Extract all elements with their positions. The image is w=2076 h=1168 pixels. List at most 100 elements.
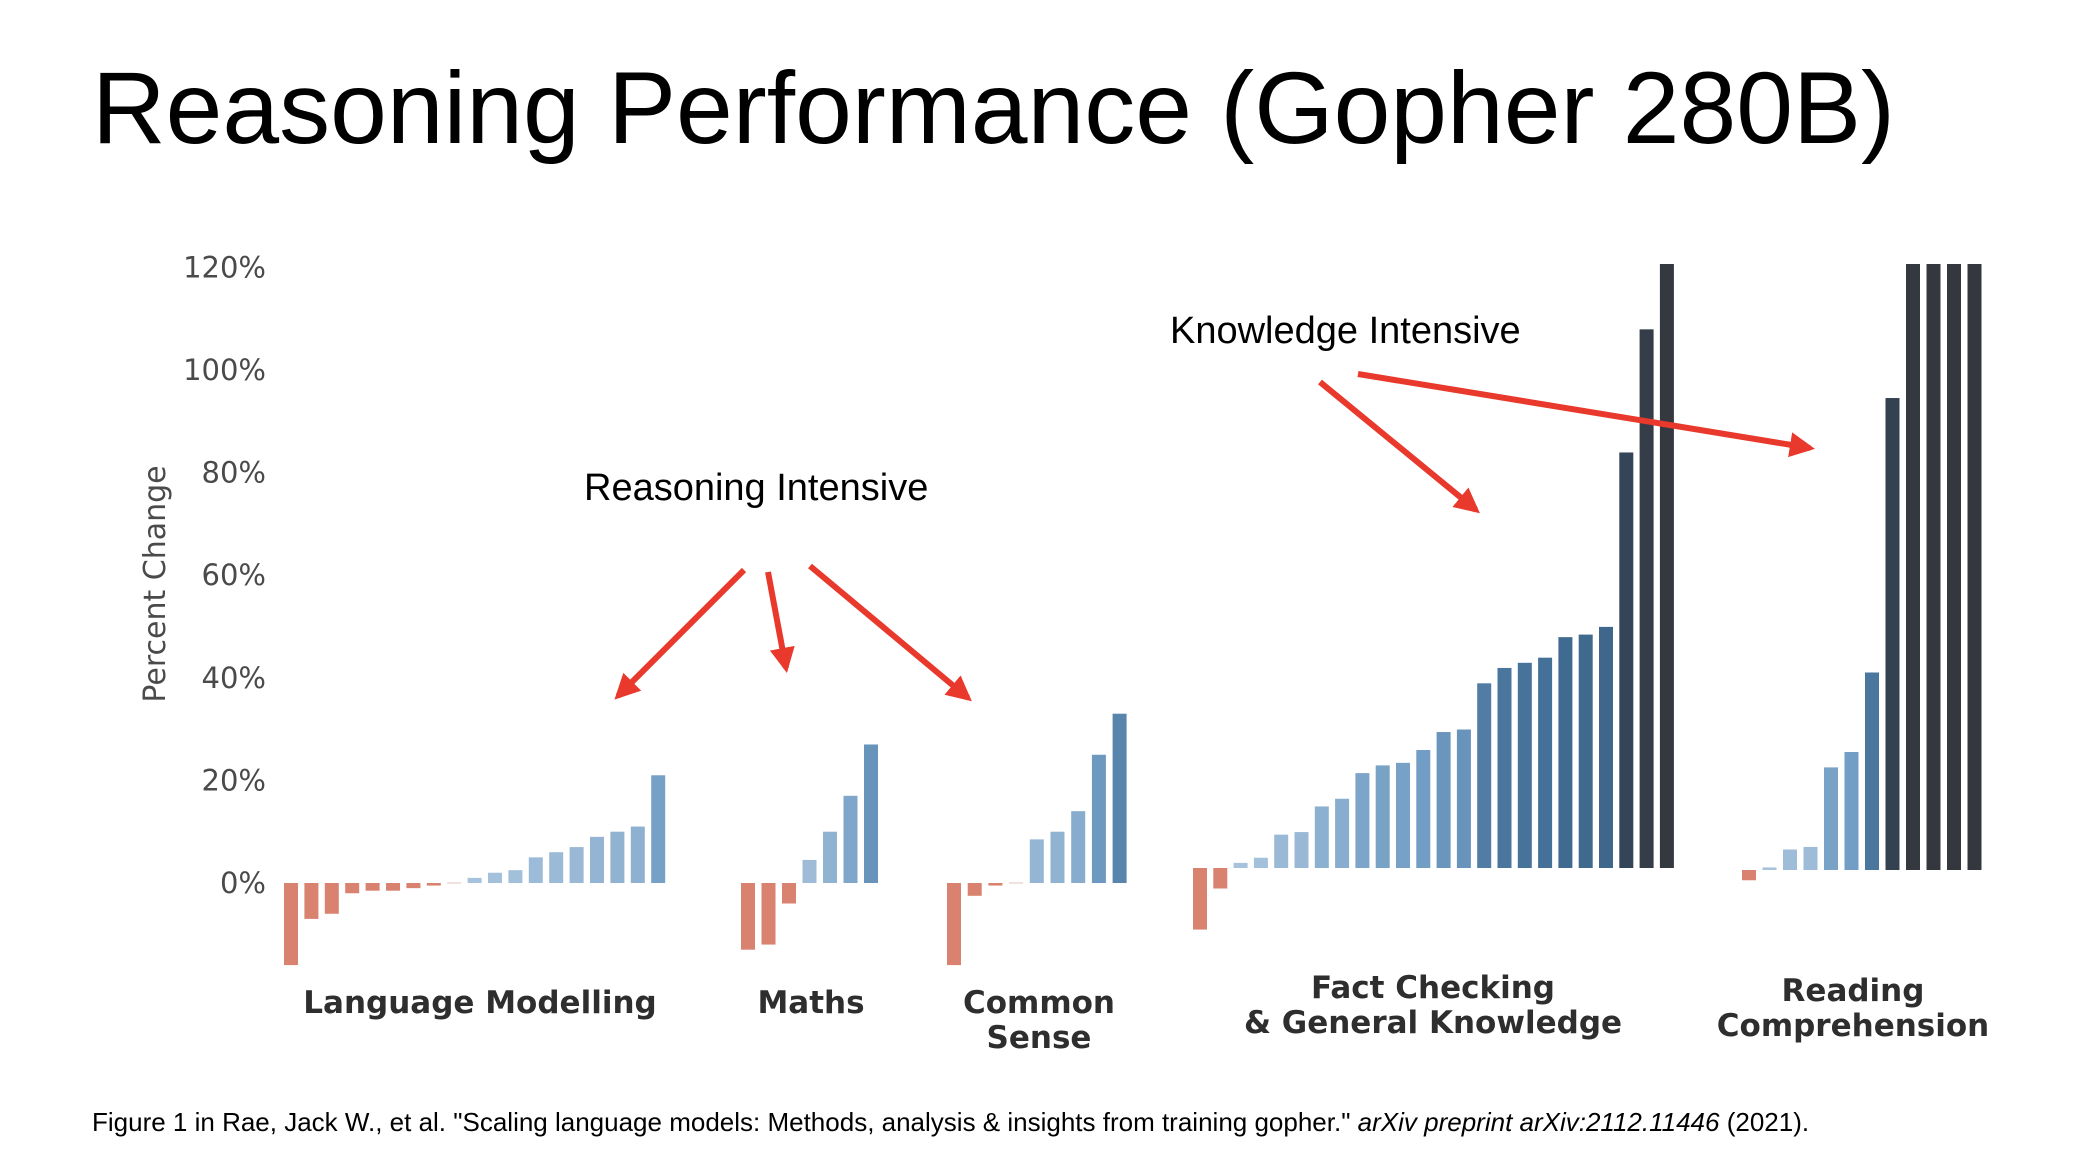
bar (1578, 634, 1593, 868)
arrow-to-common-sense (808, 563, 972, 702)
bar (843, 795, 858, 883)
bar (508, 870, 523, 883)
bar (1355, 773, 1370, 868)
bar (1091, 754, 1106, 883)
group-label: Comprehension (1717, 1008, 1989, 1044)
arrow-to-maths (765, 571, 795, 673)
arrow-to-reading-comprehension (1357, 371, 1815, 458)
arrow-to-language-modelling (614, 567, 747, 700)
bar (1538, 657, 1553, 868)
bar (304, 883, 319, 919)
bar (1783, 849, 1797, 870)
bar-group (1742, 264, 1982, 881)
bar (1314, 806, 1329, 868)
figure-caption: Figure 1 in Rae, Jack W., et al. "Scalin… (92, 1107, 1809, 1138)
bar (1742, 870, 1756, 881)
bar (1885, 398, 1900, 870)
y-tick-label: 0% (220, 866, 266, 900)
arrow-to-fact-checking (1318, 379, 1480, 514)
bar-groups (284, 264, 1982, 966)
y-tick-label: 100% (183, 353, 266, 387)
group-label: Sense (987, 1020, 1092, 1056)
y-tick-label: 60% (202, 558, 266, 592)
group-label: Reading (1782, 973, 1925, 1009)
bar (1824, 767, 1838, 870)
bar (1599, 626, 1613, 868)
bar (1274, 834, 1289, 868)
bar (590, 836, 604, 883)
bar (528, 857, 543, 883)
bar (1294, 832, 1309, 868)
bar (761, 883, 776, 945)
bar-group (741, 744, 878, 950)
reasoning-arrows (614, 563, 972, 702)
bar (284, 883, 298, 966)
bar (1029, 839, 1044, 883)
bar (1477, 683, 1492, 868)
caption-suffix: (2021). (1719, 1107, 1810, 1137)
bar (1906, 264, 1920, 870)
bar (1803, 846, 1818, 870)
bar (1416, 750, 1431, 868)
bar (610, 831, 625, 883)
bar (1253, 857, 1268, 868)
bar (1947, 264, 1961, 870)
bar (741, 883, 755, 950)
bar (467, 877, 482, 883)
bar (365, 883, 380, 891)
bar (864, 744, 878, 883)
y-tick-label: 40% (202, 661, 266, 695)
y-tick-label: 120% (183, 250, 266, 284)
bar-group (284, 775, 666, 966)
bar (1762, 867, 1777, 870)
bar (947, 883, 961, 966)
bar (1375, 765, 1390, 868)
knowledge-intensive-annotation: Knowledge Intensive (1170, 310, 1521, 352)
bar (488, 872, 502, 883)
bar (549, 852, 564, 883)
bar (1009, 882, 1024, 884)
bar (1844, 752, 1859, 870)
bar (1926, 264, 1941, 870)
group-label: & General Knowledge (1244, 1005, 1622, 1041)
bar (1659, 264, 1674, 868)
bar (1050, 831, 1065, 883)
group-label: Maths (757, 985, 864, 1021)
bar (1233, 862, 1248, 868)
reasoning-intensive-annotation: Reasoning Intensive (584, 467, 928, 509)
knowledge-arrows (1318, 371, 1815, 514)
group-label: Common (963, 985, 1115, 1021)
bar (1517, 662, 1532, 868)
y-tick-label: 20% (202, 763, 266, 797)
bar (1436, 732, 1451, 868)
bar (1213, 868, 1228, 889)
y-axis: 0% 20% 40% 60% 80% 100% 120% (183, 250, 266, 900)
bar (1558, 637, 1573, 868)
bar (988, 883, 1003, 886)
slide-title: Reasoning Performance (Gopher 280B) (92, 51, 1895, 165)
bar (1456, 729, 1471, 868)
bar (1639, 329, 1654, 869)
bar (1865, 672, 1879, 870)
y-axis-label: Percent Change (138, 465, 173, 702)
bar-group (1193, 264, 1674, 930)
caption-italic: arXiv preprint arXiv:2112.11446 (1357, 1107, 1720, 1137)
bar (1071, 811, 1086, 883)
bar (426, 883, 441, 886)
bar (802, 859, 817, 883)
bar (1112, 713, 1127, 883)
bar (324, 883, 339, 914)
caption-prefix: Figure 1 in Rae, Jack W., et al. "Scalin… (92, 1107, 1358, 1137)
bar-group (947, 713, 1127, 966)
bar (1335, 798, 1350, 868)
bar (1193, 868, 1207, 930)
bar (967, 883, 982, 896)
bar (1497, 667, 1512, 868)
bar (782, 883, 796, 904)
bar (569, 847, 584, 883)
bar (823, 831, 837, 883)
bar (1967, 264, 1982, 870)
bar (386, 883, 400, 891)
